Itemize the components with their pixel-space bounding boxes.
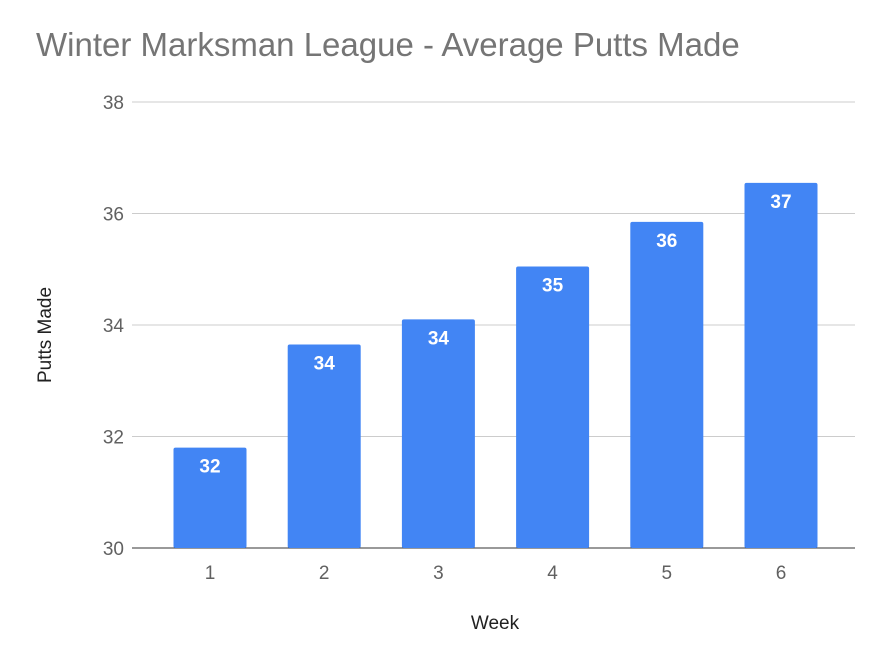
bar-data-label: 32 — [199, 457, 220, 478]
bars: 32 34 34 35 36 37 — [173, 182, 818, 549]
x-axis-ticks: 1 2 3 4 5 6 — [205, 563, 787, 584]
chart-title: Winter Marksman League - Average Putts M… — [36, 26, 740, 63]
x-tick-label: 2 — [319, 563, 330, 584]
bar-week-1 — [173, 447, 247, 548]
y-tick-label: 38 — [103, 93, 124, 114]
x-tick-label: 3 — [433, 563, 444, 584]
bar-data-label: 35 — [542, 275, 564, 296]
y-axis-ticks: 30 32 34 36 38 — [103, 93, 125, 560]
bar-data-label: 34 — [428, 328, 450, 349]
y-tick-label: 36 — [103, 205, 124, 226]
y-tick-label: 32 — [103, 428, 124, 449]
x-tick-label: 5 — [662, 563, 673, 584]
bar-data-label: 36 — [656, 231, 677, 252]
x-axis-title: Week — [471, 613, 520, 634]
x-tick-label: 1 — [205, 563, 216, 584]
bar-week-5 — [630, 221, 704, 549]
bar-week-2 — [287, 344, 361, 548]
gridlines — [132, 101, 855, 549]
bar-data-label: 34 — [314, 354, 336, 375]
bar-data-label: 37 — [770, 192, 791, 213]
y-axis-title: Putts Made — [35, 287, 56, 383]
y-tick-label: 30 — [103, 539, 124, 560]
x-tick-label: 4 — [547, 563, 558, 584]
bar-week-6 — [744, 182, 818, 548]
bar-week-3 — [401, 319, 475, 548]
x-tick-label: 6 — [776, 563, 787, 584]
bar-week-4 — [516, 266, 590, 548]
y-tick-label: 34 — [103, 316, 125, 337]
